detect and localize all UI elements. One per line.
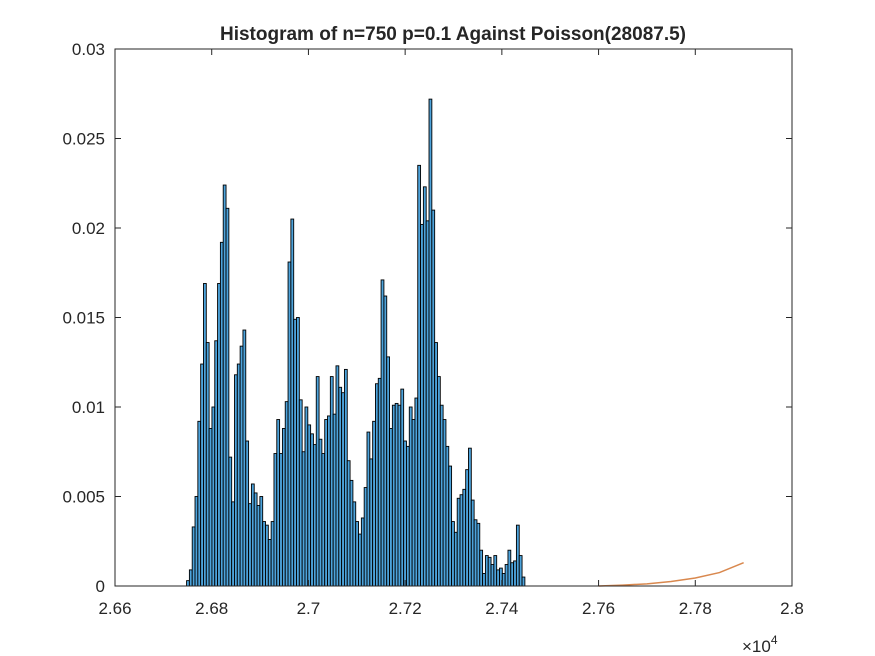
y-tick-label: 0.03 (72, 40, 105, 59)
y-tick-label: 0.025 (62, 130, 105, 149)
y-tick-label: 0.01 (72, 398, 105, 417)
x-tick-label: 2.8 (780, 599, 804, 618)
histogram-bar (521, 576, 526, 587)
x-exponent: ×104 (742, 633, 778, 656)
y-tick-label: 0.005 (62, 488, 105, 507)
chart-title: Histogram of n=750 p=0.1 Against Poisson… (220, 24, 686, 45)
x-tick-label: 2.66 (98, 599, 131, 618)
y-tick-label: 0 (96, 577, 105, 596)
poisson-curve-line (598, 562, 744, 587)
x-axis: 2.66 2.68 2.7 2.72 2.74 2.76 2.78 2.8 (98, 49, 804, 618)
x-tick-label: 2.7 (297, 599, 321, 618)
y-tick-label: 0.02 (72, 219, 105, 238)
y-axis: 0 0.005 0.01 0.015 0.02 0.025 0.03 (62, 40, 792, 596)
x-tick-label: 2.76 (582, 599, 615, 618)
x-exponent-power: 4 (771, 633, 778, 647)
x-tick-label: 2.72 (389, 599, 422, 618)
x-exponent-base: ×10 (742, 637, 771, 656)
poisson-curve (598, 562, 744, 587)
x-tick-label: 2.74 (485, 599, 518, 618)
x-tick-label: 2.78 (679, 599, 712, 618)
x-tick-label: 2.68 (195, 599, 228, 618)
y-tick-label: 0.015 (62, 309, 105, 328)
